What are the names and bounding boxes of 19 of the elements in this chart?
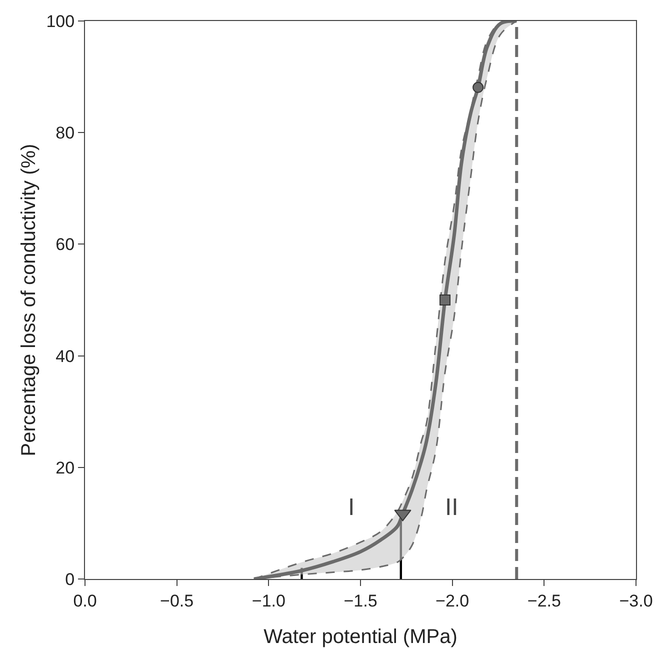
x-tick-label: −1.5 [344, 591, 378, 610]
x-tick-label: −0.5 [160, 591, 194, 610]
y-tick-label: 20 [56, 458, 75, 478]
x-axis-title: Water potential (MPa) [264, 626, 458, 648]
point [472, 82, 484, 93]
x-tick-label: −3.0 [619, 591, 653, 610]
x-tick-label: −2.0 [436, 591, 470, 610]
x-tick-label: 0.0 [73, 591, 97, 610]
point [439, 294, 450, 306]
y-tick-label: 0 [65, 570, 75, 589]
y-tick-label: 40 [56, 346, 75, 366]
x-tick-label: −2.5 [527, 591, 561, 610]
y-axis-title: Percentage loss of conductivity (%) [18, 144, 40, 456]
y-tick-label: 100 [46, 12, 75, 31]
annotation: II [445, 494, 458, 521]
y-tick-label: 60 [56, 235, 75, 254]
annotation: I [348, 494, 355, 521]
y-tick-label: 80 [56, 124, 75, 143]
x-tick-label: −1.0 [252, 591, 286, 610]
